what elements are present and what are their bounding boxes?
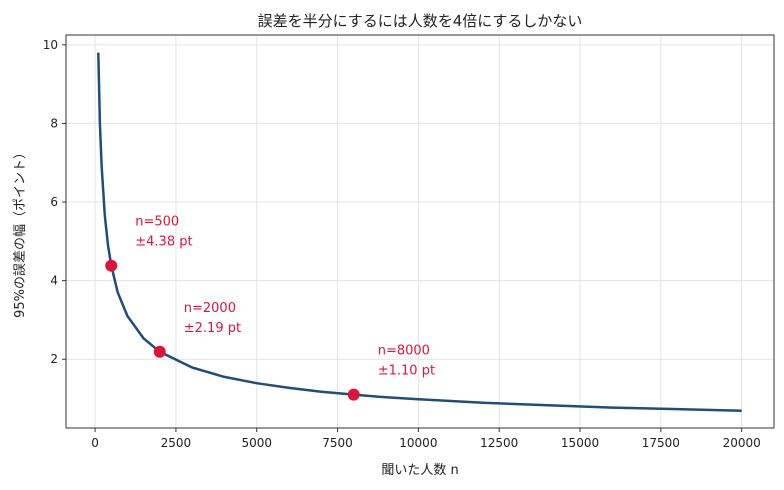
highlight-point (347, 388, 360, 401)
grid (66, 35, 774, 428)
annotation-n-label: n=8000 (378, 344, 430, 359)
highlight-layer: n=500 ±4.38 pt n=2000 ±2.19 pt n=8000 ±1.10 p… (105, 215, 435, 401)
y-tick-label: 10 (43, 38, 58, 52)
annotation-margin-label: ±2.19 pt (184, 321, 241, 336)
chart-title: 誤差を半分にするには人数を4倍にするしかない (258, 12, 583, 30)
highlight-point (105, 259, 118, 272)
x-tick-label: 10000 (399, 436, 437, 450)
y-tick-label: 8 (50, 116, 58, 130)
series-layer (97, 52, 742, 412)
annotation-margin-label: ±1.10 pt (378, 364, 435, 379)
y-tick-label: 2 (50, 352, 58, 366)
y-axis: 2 4 6 8 10 (43, 38, 66, 366)
y-tick-label: 6 (50, 195, 58, 209)
plot-frame (65, 34, 775, 429)
x-axis-title: 聞いた人数 n (381, 463, 458, 478)
annotation-n-label: n=500 (135, 215, 179, 230)
y-tick-label: 4 (50, 274, 58, 288)
x-tick-label: 17500 (642, 436, 680, 450)
x-tick-label: 0 (91, 436, 99, 450)
annotation-margin-label: ±4.38 pt (135, 235, 192, 250)
highlight-point (153, 345, 166, 358)
x-axis: 0 2500 5000 7500 10000 12500 15000 17500 20000 (91, 428, 761, 450)
x-tick-label: 15000 (561, 436, 599, 450)
x-tick-label: 7500 (322, 436, 353, 450)
x-tick-label: 5000 (241, 436, 272, 450)
y-axis-title: 95%の誤差の幅（ポイント） (12, 146, 28, 318)
annotation-n-label: n=2000 (184, 301, 236, 316)
series-line (97, 52, 742, 412)
x-tick-label: 20000 (723, 436, 761, 450)
x-tick-label: 2500 (161, 436, 192, 450)
x-tick-label: 12500 (480, 436, 518, 450)
